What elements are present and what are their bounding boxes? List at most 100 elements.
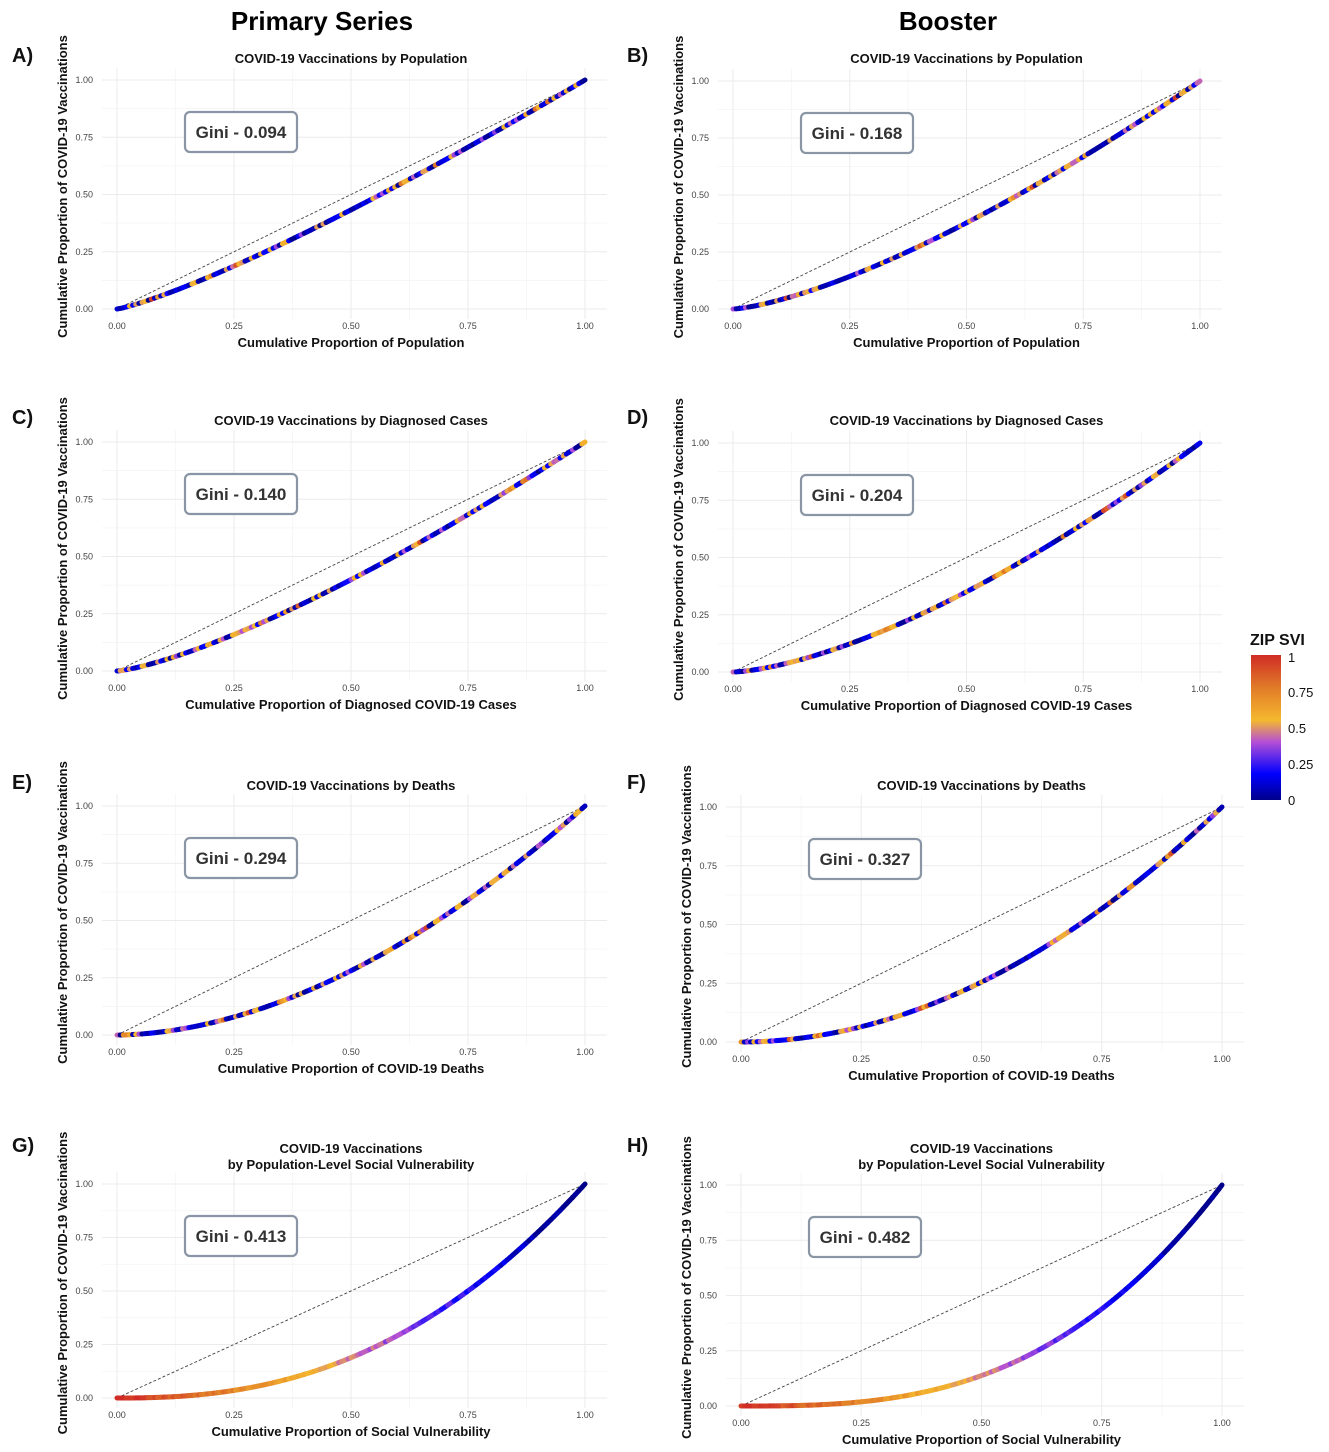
y-axis-label: Cumulative Proportion of COVID-19 Vaccin… xyxy=(671,398,686,701)
y-tick-label: 0.75 xyxy=(75,1233,93,1243)
y-tick-label: 0.25 xyxy=(691,610,709,620)
legend-tick-label: 0.75 xyxy=(1288,685,1313,700)
lorenz-segment xyxy=(1194,78,1203,86)
lorenz-curve xyxy=(114,1181,588,1401)
y-tick-label: 1.00 xyxy=(699,802,717,812)
y-tick-label: 0.25 xyxy=(75,247,93,257)
y-tick-label: 0.50 xyxy=(75,1286,93,1296)
chart-panel-c: C) COVID-19 Vaccinations by Diagnosed Cas… xyxy=(12,397,607,712)
lorenz-curve xyxy=(730,440,1203,675)
x-tick-label: 0.25 xyxy=(225,1047,243,1057)
y-tick-label: 0.25 xyxy=(75,1340,93,1350)
x-tick-label: 0.00 xyxy=(108,683,126,693)
y-tick-label: 0.00 xyxy=(75,1393,93,1403)
y-axis-label: Cumulative Proportion of COVID-19 Vaccin… xyxy=(679,1136,694,1439)
lorenz-curve xyxy=(738,1182,1225,1409)
x-tick-label: 0.50 xyxy=(342,1047,360,1057)
y-tick-label: 0.75 xyxy=(699,861,717,871)
y-axis-label: Cumulative Proportion of COVID-19 Vaccin… xyxy=(671,36,686,339)
y-tick-label: 0.25 xyxy=(75,973,93,983)
y-tick-label: 0.00 xyxy=(75,1030,93,1040)
y-axis-label: Cumulative Proportion of COVID-19 Vaccin… xyxy=(55,761,70,1064)
lorenz-segment xyxy=(579,1181,588,1190)
y-tick-label: 0.75 xyxy=(75,858,93,868)
x-tick-label: 0.75 xyxy=(459,1410,477,1420)
panel-letter: G) xyxy=(12,1135,34,1157)
legend-title: ZIP SVI xyxy=(1250,632,1305,649)
y-tick-label: 0.00 xyxy=(75,304,93,314)
x-tick-label: 0.00 xyxy=(724,684,742,694)
equality-line xyxy=(116,79,586,310)
x-tick-label: 0.75 xyxy=(459,321,477,331)
x-tick-label: 0.75 xyxy=(459,683,477,693)
lorenz-curve xyxy=(114,77,588,312)
panel-letter: D) xyxy=(627,407,648,429)
zip-svi-legend: ZIP SVI 1 0.75 0.5 0.25 0 xyxy=(1250,632,1313,808)
x-tick-label: 1.00 xyxy=(576,1410,594,1420)
y-tick-label: 0.50 xyxy=(75,190,93,200)
x-tick-label: 0.75 xyxy=(459,1047,477,1057)
x-axis-label: Cumulative Proportion of Social Vulnerab… xyxy=(211,1424,491,1439)
gini-box xyxy=(183,110,299,154)
x-tick-label: 0.25 xyxy=(225,683,243,693)
x-tick-label: 0.50 xyxy=(973,1054,991,1064)
column-title-booster: Booster xyxy=(899,6,997,36)
y-tick-label: 1.00 xyxy=(699,1180,717,1190)
panel-letter: F) xyxy=(627,772,646,794)
x-tick-label: 0.75 xyxy=(1074,684,1092,694)
chart-title: COVID-19 Vaccinations by Population xyxy=(850,51,1083,66)
x-tick-label: 1.00 xyxy=(1213,1054,1231,1064)
panel-letter: H) xyxy=(627,1135,648,1157)
y-tick-label: 0.00 xyxy=(699,1401,717,1411)
y-tick-label: 0.75 xyxy=(691,133,709,143)
x-tick-label: 0.00 xyxy=(108,1410,126,1420)
y-tick-label: 0.50 xyxy=(691,190,709,200)
x-tick-label: 0.50 xyxy=(342,683,360,693)
column-title-primary-series: Primary Series xyxy=(231,6,413,36)
y-tick-label: 0.75 xyxy=(691,495,709,505)
equality-line xyxy=(740,1184,1223,1407)
y-tick-label: 0.50 xyxy=(691,553,709,563)
gini-box xyxy=(807,1215,923,1259)
gini-label: Gini - 0.204 xyxy=(812,486,903,505)
y-axis-label: Cumulative Proportion of COVID-19 Vaccin… xyxy=(679,765,694,1068)
x-tick-label: 1.00 xyxy=(576,1047,594,1057)
chart-panel-e: E) COVID-19 Vaccinations by Deaths 0.00 0.2… xyxy=(12,761,607,1076)
lorenz-segment xyxy=(579,77,588,85)
x-tick-label: 0.50 xyxy=(973,1418,991,1428)
y-tick-label: 0.00 xyxy=(699,1037,717,1047)
gini-box xyxy=(807,837,923,881)
gini-label: Gini - 0.168 xyxy=(812,124,903,143)
lorenz-segment xyxy=(579,803,588,812)
x-tick-label: 0.25 xyxy=(225,321,243,331)
y-tick-label: 1.00 xyxy=(691,438,709,448)
x-tick-label: 1.00 xyxy=(1191,684,1209,694)
chart-title: COVID-19 Vaccinations xyxy=(279,1141,422,1156)
y-tick-label: 0.25 xyxy=(691,247,709,257)
legend-tick-label: 0.25 xyxy=(1288,757,1313,772)
x-axis-label: Cumulative Proportion of Social Vulnerab… xyxy=(842,1432,1122,1447)
chart-title: COVID-19 Vaccinations by Diagnosed Cases xyxy=(830,413,1104,428)
chart-panel-b: B) COVID-19 Vaccinations by Population 0.0… xyxy=(627,36,1222,350)
x-tick-label: 0.00 xyxy=(732,1054,750,1064)
equality-line xyxy=(740,806,1223,1043)
x-tick-label: 0.00 xyxy=(724,321,742,331)
x-axis-label: Cumulative Proportion of COVID-19 Deaths xyxy=(848,1068,1115,1083)
x-tick-label: 1.00 xyxy=(1213,1418,1231,1428)
x-axis-label: Cumulative Proportion of Population xyxy=(853,335,1080,350)
gini-box xyxy=(183,836,299,880)
x-tick-label: 0.00 xyxy=(108,321,126,331)
lorenz-curve xyxy=(114,439,588,674)
lorenz-curve xyxy=(114,803,588,1038)
x-tick-label: 0.50 xyxy=(958,684,976,694)
x-tick-label: 0.25 xyxy=(852,1054,870,1064)
x-tick-label: 1.00 xyxy=(576,683,594,693)
chart-title: COVID-19 Vaccinations by Diagnosed Cases xyxy=(214,413,488,428)
y-axis-label: Cumulative Proportion of COVID-19 Vaccin… xyxy=(55,397,70,700)
y-tick-label: 0.50 xyxy=(699,1291,717,1301)
x-tick-label: 0.75 xyxy=(1093,1418,1111,1428)
y-tick-label: 0.00 xyxy=(75,666,93,676)
y-tick-label: 1.00 xyxy=(75,437,93,447)
